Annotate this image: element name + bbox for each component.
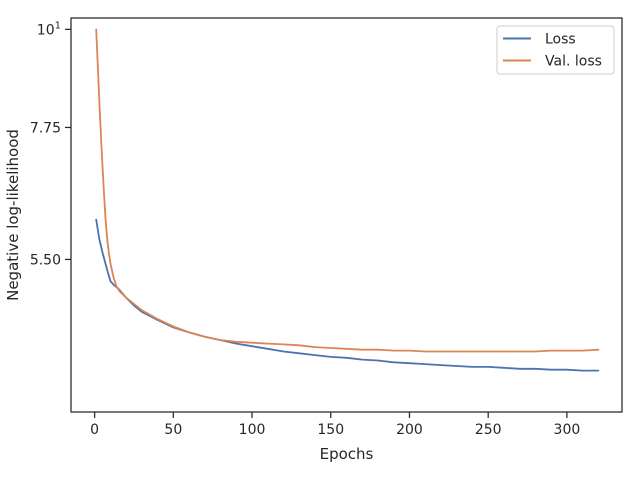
x-tick-label: 250 [475, 422, 502, 438]
y-tick-label-exponent: 1 [55, 20, 61, 31]
x-tick-label: 150 [317, 422, 344, 438]
y-tick-label: 5.50 [30, 252, 61, 268]
x-axis: 0 50 100 150 200 250 300 [90, 412, 580, 438]
y-tick-label-base: 10 [37, 22, 55, 38]
legend-label-val-loss: Val. loss [545, 54, 602, 70]
series-line-val-loss [95, 28, 600, 353]
legend-label-loss: Loss [545, 32, 576, 48]
legend: Loss Val. loss [496, 25, 615, 75]
y-tick-label-base: 5.50 [30, 252, 61, 268]
x-tick-label: 0 [90, 422, 99, 438]
x-tick-label: 100 [239, 422, 266, 438]
y-tick-label: 101 [37, 20, 61, 38]
x-tick-label: 300 [554, 422, 581, 438]
y-tick-label-base: 7.75 [30, 120, 61, 136]
plot-area [70, 17, 623, 413]
series-layer [95, 28, 600, 372]
x-tick-label: 50 [164, 422, 182, 438]
x-tick-label: 200 [396, 422, 423, 438]
x-axis-title: Epochs [320, 445, 374, 463]
y-axis-title: Negative log-likelihood [4, 129, 22, 301]
y-axis: 5.50 7.75 101 [30, 20, 71, 268]
y-tick-label: 7.75 [30, 120, 61, 136]
